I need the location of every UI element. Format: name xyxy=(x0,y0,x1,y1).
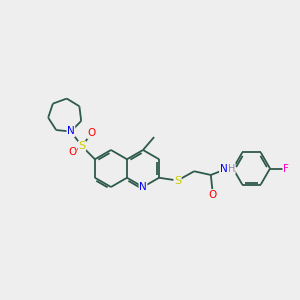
Text: N: N xyxy=(220,164,227,173)
Text: O: O xyxy=(208,190,217,200)
Text: H: H xyxy=(228,164,235,173)
Text: H: H xyxy=(224,164,231,173)
Text: S: S xyxy=(78,141,85,151)
Text: S: S xyxy=(174,176,181,185)
Text: O: O xyxy=(87,128,95,138)
Text: N: N xyxy=(67,127,75,136)
Text: N: N xyxy=(139,182,147,192)
Text: O: O xyxy=(69,147,77,157)
Text: F: F xyxy=(283,164,289,173)
